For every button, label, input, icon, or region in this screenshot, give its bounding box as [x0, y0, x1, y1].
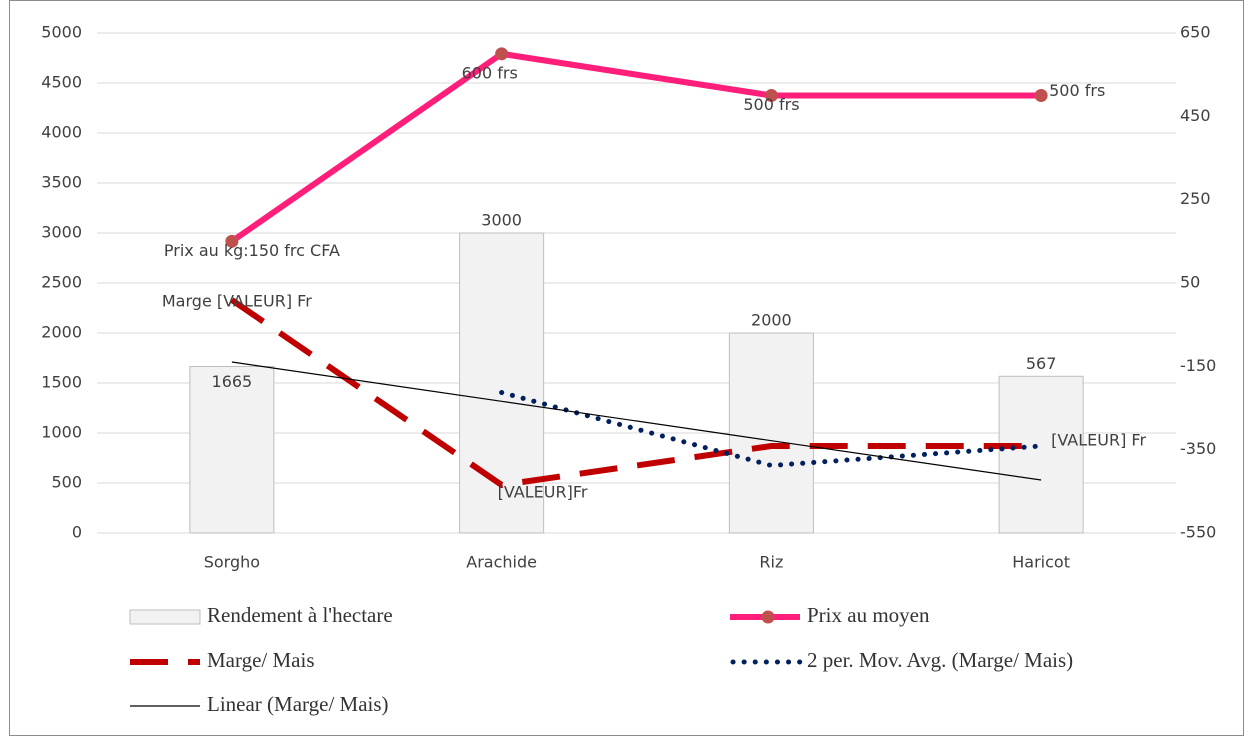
legend-label: Marge/ Mais [207, 648, 315, 672]
y2-tick-label: -350 [1180, 439, 1216, 458]
y2-tick-label: -150 [1180, 356, 1216, 375]
y2-tick-label: -550 [1180, 523, 1216, 542]
x-tick-label: Sorgho [204, 553, 260, 572]
legend-symbol [761, 610, 775, 624]
y2-tick-label: 250 [1180, 189, 1211, 208]
y2-tick-label: 50 [1180, 273, 1200, 292]
trend-line [231, 361, 1042, 481]
data-label: 2000 [751, 311, 792, 330]
y-tick-label: 2500 [41, 273, 82, 292]
x-tick-label: Riz [759, 553, 783, 572]
legend-label: 2 per. Mov. Avg. (Marge/ Mais) [807, 648, 1073, 672]
bar [189, 366, 275, 534]
x-tick-label: Arachide [466, 553, 537, 572]
y-tick-label: 5000 [41, 23, 82, 42]
bar [728, 332, 814, 534]
bar [998, 375, 1084, 534]
y-tick-label: 4500 [41, 73, 82, 92]
y-tick-label: 1500 [41, 373, 82, 392]
data-label: Prix au kg:150 frc CFA [164, 241, 340, 260]
data-label: 500 frs [1049, 81, 1105, 100]
price-marker [225, 234, 239, 248]
moving-average [499, 390, 1044, 469]
legend-label: Prix au moyen [807, 603, 930, 627]
price-marker [495, 47, 509, 61]
y-tick-label: 3500 [41, 173, 82, 192]
data-label: 500 frs [743, 95, 799, 114]
y-tick-label: 0 [72, 523, 82, 542]
y2-tick-label: 650 [1180, 23, 1211, 42]
y-tick-label: 4000 [41, 123, 82, 142]
data-label: [VALEUR]Fr [498, 483, 588, 502]
legend-label: Rendement à l'hectare [207, 603, 393, 627]
legend-symbol [129, 609, 201, 625]
y-tick-label: 1000 [41, 423, 82, 442]
data-label: 3000 [481, 211, 522, 230]
y-tick-label: 2000 [41, 323, 82, 342]
price-marker [764, 89, 778, 102]
y-tick-label: 3000 [41, 223, 82, 242]
data-label: 600 frs [462, 63, 518, 82]
price-marker [1034, 89, 1048, 102]
data-label: [VALEUR] Fr [1051, 431, 1146, 450]
price-line [230, 50, 1042, 244]
data-label: 567 [1026, 354, 1057, 373]
legend-label: Linear (Marge/ Mais) [207, 692, 389, 716]
data-label: Marge [VALEUR] Fr [162, 292, 312, 311]
x-tick-label: Haricot [1012, 553, 1070, 572]
y-tick-label: 500 [51, 473, 82, 492]
y2-tick-label: 450 [1180, 106, 1211, 125]
data-label: 1665 [212, 372, 253, 391]
